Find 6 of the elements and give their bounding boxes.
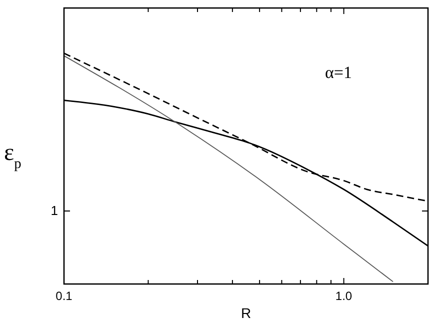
x-tick-label: 1.0 (335, 289, 352, 303)
x-axis-title: R (240, 305, 252, 321)
y-axis-title: ε$_{p}$ (4, 140, 22, 172)
x-tick-label: 0.1 (56, 289, 73, 303)
text: 1 (50, 203, 58, 218)
annotation: α=1 (325, 63, 352, 82)
